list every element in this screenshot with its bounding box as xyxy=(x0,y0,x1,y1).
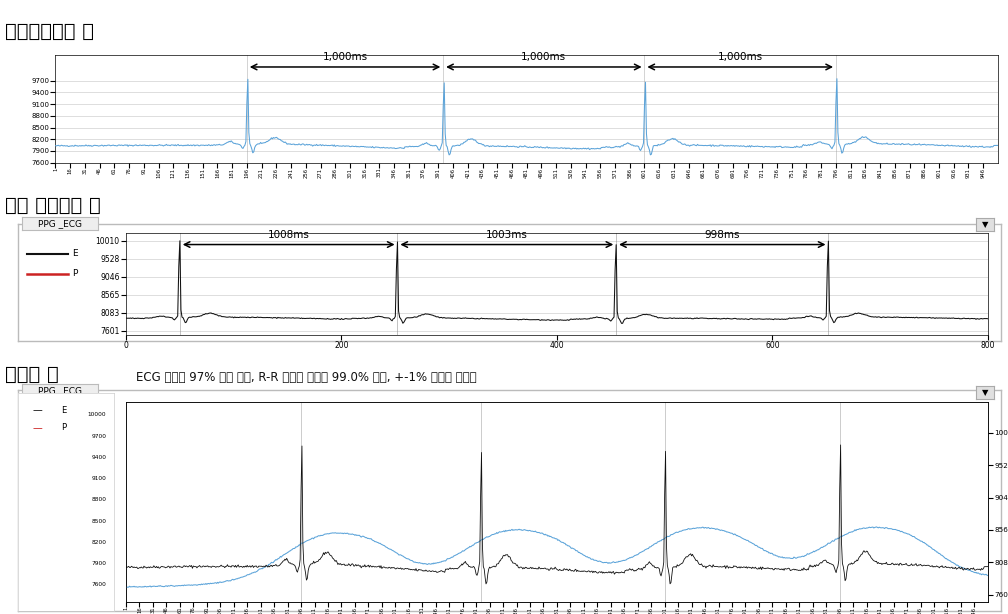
Text: ECG 파형은 97% 이상 일치, R-R 인터밸 시간은 99.0% 일치, +-1% 오차가 발생함: ECG 파형은 97% 이상 일치, R-R 인터밸 시간은 99.0% 일치,… xyxy=(136,371,477,384)
Text: 8500: 8500 xyxy=(92,518,106,524)
Text: 9100: 9100 xyxy=(92,476,106,481)
Text: ▼: ▼ xyxy=(982,388,988,397)
Text: 7600: 7600 xyxy=(92,582,106,587)
Text: 1,000ms: 1,000ms xyxy=(718,52,763,62)
Text: 7900: 7900 xyxy=(92,561,106,566)
Text: 9400: 9400 xyxy=(92,455,106,460)
Text: 1003ms: 1003ms xyxy=(486,230,528,241)
Text: 파형의 값: 파형의 값 xyxy=(5,365,58,384)
Text: 10000: 10000 xyxy=(88,412,106,418)
Text: E: E xyxy=(72,249,78,258)
Text: 8800: 8800 xyxy=(92,497,106,502)
Text: PPG _ECG: PPG _ECG xyxy=(38,219,82,228)
Text: P: P xyxy=(61,423,67,432)
Text: 998ms: 998ms xyxy=(705,230,740,241)
Text: —: — xyxy=(32,405,42,416)
Text: 1,000ms: 1,000ms xyxy=(323,52,368,62)
Text: 시뮬레이터의 값: 시뮬레이터의 값 xyxy=(5,22,94,41)
Text: 계측 시스템의 값: 계측 시스템의 값 xyxy=(5,196,101,215)
Text: 1,000ms: 1,000ms xyxy=(521,52,566,62)
Text: 9700: 9700 xyxy=(92,433,106,438)
Text: 1008ms: 1008ms xyxy=(268,230,309,241)
Text: PPG _ECG: PPG _ECG xyxy=(38,387,82,395)
Text: E: E xyxy=(61,406,67,415)
Text: P: P xyxy=(72,270,78,278)
Text: —: — xyxy=(32,423,42,433)
Text: 8200: 8200 xyxy=(92,540,106,545)
Text: ▼: ▼ xyxy=(982,220,988,229)
